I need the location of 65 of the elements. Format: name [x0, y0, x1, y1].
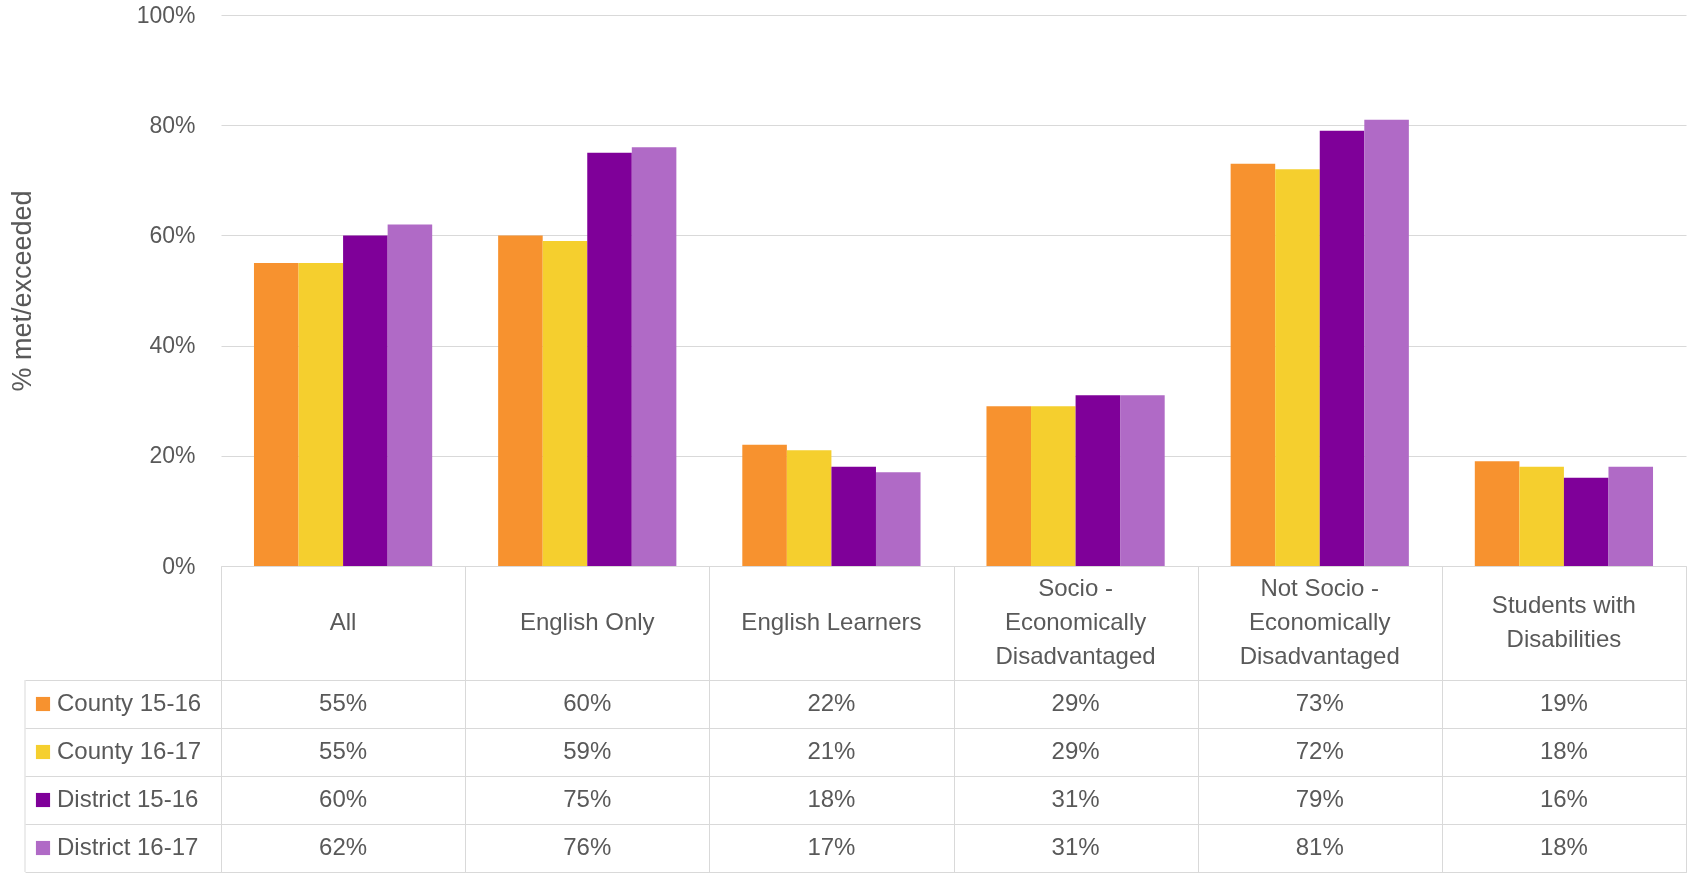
bar	[786, 450, 832, 566]
x-tick-label: Socio - Economically Disadvantaged	[995, 574, 1156, 669]
bar	[1608, 466, 1654, 566]
bar	[343, 235, 388, 566]
x-tick-label: English Only	[519, 608, 655, 635]
legend-label: County 15-16	[57, 689, 202, 716]
bar	[631, 147, 677, 566]
data-label: 73%	[1295, 689, 1344, 716]
data-label: 55%	[319, 737, 368, 764]
data-label: 60%	[563, 689, 612, 716]
legend-label: County 16-17	[57, 737, 202, 764]
bar	[1120, 395, 1165, 566]
data-label: 76%	[563, 833, 612, 860]
data-label: 19%	[1539, 689, 1588, 716]
data-label: 21%	[807, 737, 856, 764]
data-label: 62%	[319, 833, 368, 860]
x-tick-label: Students with Disabilities	[1491, 591, 1636, 652]
data-label: 31%	[1051, 833, 1100, 860]
data-label: 72%	[1295, 737, 1344, 764]
data-label: 18%	[1539, 833, 1588, 860]
bar	[1275, 169, 1320, 566]
x-tick-label: All	[329, 608, 357, 635]
y-tick-label: 40%	[149, 332, 196, 359]
x-tick-label: Not Socio - Economically Disadvantaged	[1239, 574, 1400, 669]
data-label: 79%	[1295, 785, 1344, 812]
data-label: 29%	[1051, 689, 1100, 716]
data-label: 22%	[807, 689, 856, 716]
bar	[1075, 395, 1121, 566]
data-label: 18%	[1539, 737, 1588, 764]
data-label: 81%	[1295, 833, 1344, 860]
data-label: 18%	[807, 785, 856, 812]
bar	[587, 152, 632, 566]
y-axis-title: % met/exceeded	[6, 190, 37, 392]
data-label: 60%	[319, 785, 368, 812]
data-label: 17%	[807, 833, 856, 860]
legend-label: District 16-17	[57, 833, 199, 860]
y-tick-label: 20%	[149, 442, 196, 469]
bar	[1031, 406, 1076, 566]
data-label: 75%	[563, 785, 612, 812]
bar	[542, 240, 588, 566]
bar	[875, 472, 921, 566]
bar	[742, 444, 787, 566]
bar	[253, 262, 299, 566]
bar	[1319, 130, 1365, 566]
x-tick-label: English Learners	[741, 608, 922, 635]
bar	[387, 224, 433, 566]
y-tick-label: 100%	[136, 1, 196, 28]
bar	[498, 235, 543, 566]
data-label: 59%	[563, 737, 612, 764]
bar	[831, 466, 876, 566]
bar	[1364, 119, 1409, 566]
bar	[298, 262, 344, 566]
bar	[986, 406, 1032, 566]
bar	[1474, 461, 1520, 566]
bar	[1563, 477, 1609, 566]
legend-label: District 15-16	[57, 785, 199, 812]
data-label: 55%	[319, 689, 368, 716]
y-tick-label: 80%	[149, 111, 196, 138]
bar	[1519, 466, 1564, 566]
data-label: 16%	[1539, 785, 1588, 812]
data-label: 31%	[1051, 785, 1100, 812]
y-tick-label: 60%	[149, 221, 196, 248]
bar	[1230, 163, 1276, 566]
y-tick-label: 0%	[162, 552, 196, 579]
data-label: 29%	[1051, 737, 1100, 764]
